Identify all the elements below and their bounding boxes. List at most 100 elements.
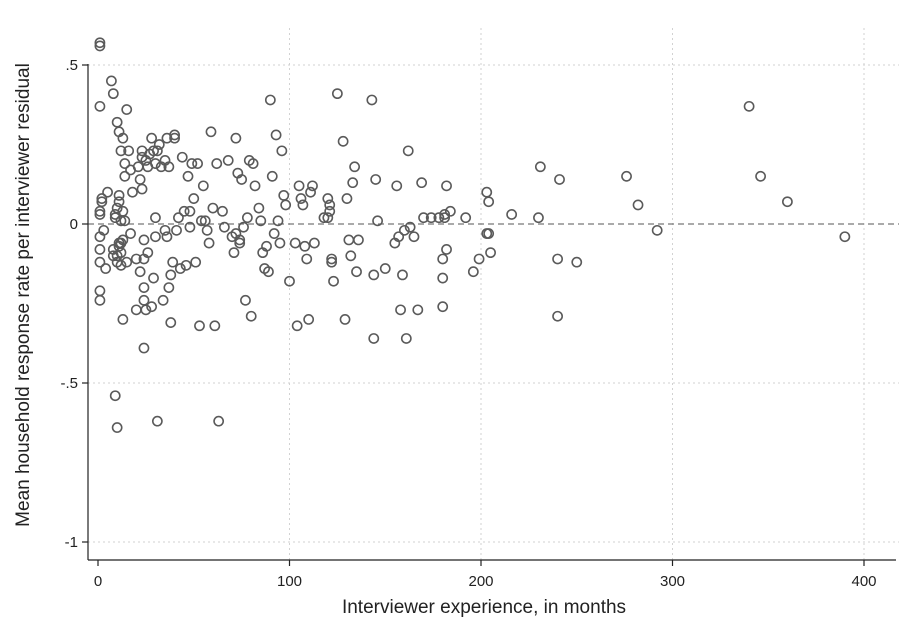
data-point bbox=[339, 313, 351, 325]
data-point bbox=[96, 193, 108, 204]
data-point bbox=[94, 256, 106, 268]
data-point bbox=[347, 177, 359, 189]
data-point bbox=[151, 145, 163, 157]
data-point bbox=[165, 317, 177, 328]
data-point bbox=[119, 170, 131, 182]
data-point bbox=[146, 301, 158, 313]
data-point bbox=[186, 158, 198, 169]
data-point bbox=[169, 129, 180, 141]
data-point bbox=[331, 88, 343, 100]
y-tick-label: 0 bbox=[70, 216, 78, 233]
grid-lines bbox=[88, 28, 899, 560]
data-point bbox=[308, 237, 320, 249]
data-points bbox=[94, 37, 851, 433]
data-point bbox=[167, 256, 179, 268]
data-point bbox=[159, 224, 171, 236]
data-point bbox=[418, 212, 429, 224]
data-point bbox=[150, 158, 161, 169]
data-point bbox=[234, 234, 246, 246]
data-point bbox=[274, 237, 286, 249]
data-point bbox=[180, 259, 192, 271]
data-point bbox=[303, 313, 315, 325]
data-point bbox=[632, 199, 644, 211]
data-point bbox=[397, 269, 408, 281]
data-point bbox=[263, 266, 274, 278]
data-point bbox=[188, 193, 200, 204]
axes bbox=[87, 64, 896, 561]
data-point bbox=[552, 253, 563, 265]
data-point bbox=[136, 183, 148, 195]
data-point bbox=[299, 240, 311, 252]
data-point bbox=[100, 263, 112, 274]
data-point bbox=[117, 234, 129, 246]
data-point bbox=[94, 244, 106, 255]
y-tick-label: .5 bbox=[65, 57, 78, 74]
data-point bbox=[207, 202, 219, 214]
data-point bbox=[318, 212, 330, 224]
data-point bbox=[106, 75, 117, 87]
x-tick-label: 300 bbox=[660, 573, 685, 590]
data-point bbox=[437, 301, 449, 313]
data-point bbox=[190, 256, 202, 268]
data-point bbox=[349, 161, 361, 173]
data-point bbox=[182, 170, 194, 182]
data-point bbox=[161, 231, 173, 243]
data-point bbox=[554, 174, 565, 185]
data-point bbox=[441, 180, 452, 192]
x-axis-title: Interviewer experience, in months bbox=[342, 597, 626, 618]
data-point bbox=[230, 132, 242, 144]
data-point bbox=[127, 186, 138, 198]
data-point bbox=[163, 161, 175, 173]
x-tick-label: 200 bbox=[468, 573, 493, 590]
data-point bbox=[439, 212, 451, 224]
data-point bbox=[621, 170, 632, 182]
data-point bbox=[163, 282, 175, 293]
data-point bbox=[368, 333, 380, 344]
data-point bbox=[293, 180, 305, 192]
axis-ticks: -1 -.5 0 .5 0 100 200 300 400 bbox=[60, 57, 876, 590]
data-point bbox=[264, 94, 276, 106]
data-point bbox=[176, 151, 188, 163]
data-point bbox=[307, 180, 318, 192]
data-point bbox=[115, 247, 127, 259]
data-point bbox=[194, 320, 205, 332]
data-point bbox=[98, 224, 110, 236]
data-point bbox=[412, 304, 424, 316]
data-point bbox=[209, 320, 221, 332]
data-point bbox=[94, 205, 106, 217]
x-tick-label: 400 bbox=[851, 573, 876, 590]
data-point bbox=[117, 313, 129, 325]
data-point bbox=[113, 189, 125, 201]
data-point bbox=[439, 209, 451, 220]
data-point bbox=[400, 333, 412, 344]
data-point bbox=[94, 100, 106, 112]
data-point bbox=[218, 221, 230, 233]
data-point bbox=[341, 193, 353, 204]
data-point bbox=[483, 228, 495, 239]
data-point bbox=[203, 237, 215, 249]
data-point bbox=[94, 40, 106, 52]
data-point bbox=[266, 170, 278, 182]
data-point bbox=[441, 244, 452, 255]
data-point bbox=[196, 215, 207, 227]
data-point bbox=[169, 132, 180, 144]
data-point bbox=[255, 215, 267, 227]
data-point bbox=[437, 253, 449, 265]
data-point bbox=[370, 174, 382, 185]
data-point bbox=[571, 256, 583, 268]
data-point bbox=[391, 180, 403, 192]
data-point bbox=[107, 88, 119, 100]
data-point bbox=[437, 272, 449, 284]
data-point bbox=[241, 212, 253, 224]
data-point bbox=[444, 205, 456, 217]
data-point bbox=[125, 228, 136, 239]
data-point bbox=[393, 231, 405, 243]
y-tick-label: -1 bbox=[65, 534, 78, 551]
data-point bbox=[782, 196, 793, 208]
data-point bbox=[197, 180, 209, 192]
data-point bbox=[483, 196, 495, 208]
data-point bbox=[157, 294, 169, 306]
data-point bbox=[372, 215, 383, 227]
data-point bbox=[404, 221, 416, 233]
data-point bbox=[337, 135, 349, 147]
